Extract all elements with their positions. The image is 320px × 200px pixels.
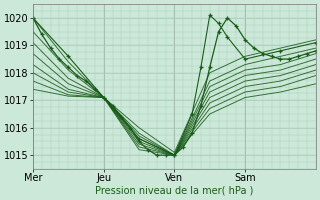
X-axis label: Pression niveau de la mer( hPa ): Pression niveau de la mer( hPa ) <box>95 186 253 196</box>
